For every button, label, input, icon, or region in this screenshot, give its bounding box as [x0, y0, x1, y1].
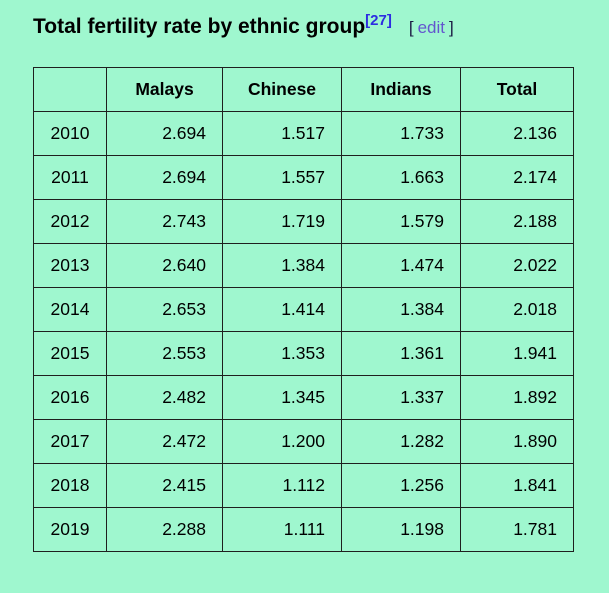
- column-header-chinese: Chinese: [222, 67, 342, 113]
- edit-close-bracket: ]: [449, 18, 454, 37]
- value-cell: 1.384: [341, 287, 461, 333]
- edit-link[interactable]: edit: [417, 18, 445, 37]
- value-cell: 2.653: [106, 287, 223, 333]
- value-cell: 1.733: [341, 111, 461, 157]
- value-cell: 1.781: [460, 507, 574, 553]
- page-title: Total fertility rate by ethnic group: [33, 15, 366, 38]
- section-edit: [edit]: [409, 18, 454, 37]
- value-cell: 2.174: [460, 155, 574, 201]
- value-cell: 2.482: [106, 375, 223, 421]
- table-row: 2014 2.653 1.414 1.384 2.018: [33, 287, 574, 333]
- corner-cell: [33, 67, 107, 113]
- table-row: 2015 2.553 1.353 1.361 1.941: [33, 331, 574, 377]
- value-cell: 2.472: [106, 419, 223, 465]
- value-cell: 2.022: [460, 243, 574, 289]
- value-cell: 2.288: [106, 507, 223, 553]
- value-cell: 1.474: [341, 243, 461, 289]
- year-cell: 2013: [33, 243, 107, 289]
- value-cell: 1.198: [341, 507, 461, 553]
- table-row: 2018 2.415 1.112 1.256 1.841: [33, 463, 574, 509]
- value-cell: 1.892: [460, 375, 574, 421]
- year-cell: 2017: [33, 419, 107, 465]
- value-cell: 2.018: [460, 287, 574, 333]
- year-cell: 2014: [33, 287, 107, 333]
- value-cell: 1.337: [341, 375, 461, 421]
- table-row: 2011 2.694 1.557 1.663 2.174: [33, 155, 574, 201]
- value-cell: 1.345: [222, 375, 342, 421]
- column-header-indians: Indians: [341, 67, 461, 113]
- value-cell: 1.719: [222, 199, 342, 245]
- year-cell: 2010: [33, 111, 107, 157]
- table-header-row: Malays Chinese Indians Total: [33, 67, 574, 113]
- citation-link[interactable]: [27]: [365, 12, 392, 29]
- value-cell: 1.663: [341, 155, 461, 201]
- year-cell: 2012: [33, 199, 107, 245]
- table-row: 2012 2.743 1.719 1.579 2.188: [33, 199, 574, 245]
- value-cell: 1.557: [222, 155, 342, 201]
- column-header-malays: Malays: [106, 67, 223, 113]
- value-cell: 1.112: [222, 463, 342, 509]
- value-cell: 1.361: [341, 331, 461, 377]
- table-row: 2010 2.694 1.517 1.733 2.136: [33, 111, 574, 157]
- column-header-total: Total: [460, 67, 574, 113]
- value-cell: 2.136: [460, 111, 574, 157]
- table-row: 2013 2.640 1.384 1.474 2.022: [33, 243, 574, 289]
- table-row: 2019 2.288 1.111 1.198 1.781: [33, 507, 574, 553]
- table-row: 2017 2.472 1.200 1.282 1.890: [33, 419, 574, 465]
- value-cell: 2.188: [460, 199, 574, 245]
- value-cell: 1.890: [460, 419, 574, 465]
- value-cell: 1.353: [222, 331, 342, 377]
- value-cell: 2.415: [106, 463, 223, 509]
- year-cell: 2015: [33, 331, 107, 377]
- value-cell: 1.414: [222, 287, 342, 333]
- value-cell: 1.841: [460, 463, 574, 509]
- value-cell: 1.200: [222, 419, 342, 465]
- value-cell: 1.256: [341, 463, 461, 509]
- value-cell: 1.517: [222, 111, 342, 157]
- value-cell: 2.694: [106, 111, 223, 157]
- section-heading: Total fertility rate by ethnic group[27]…: [33, 13, 609, 40]
- edit-open-bracket: [: [408, 18, 414, 37]
- value-cell: 1.941: [460, 331, 574, 377]
- value-cell: 1.111: [222, 507, 342, 553]
- year-cell: 2011: [33, 155, 107, 201]
- year-cell: 2019: [33, 507, 107, 553]
- value-cell: 1.384: [222, 243, 342, 289]
- value-cell: 2.694: [106, 155, 223, 201]
- value-cell: 2.743: [106, 199, 223, 245]
- fertility-rate-table: Malays Chinese Indians Total 2010 2.694 …: [33, 67, 574, 553]
- value-cell: 2.553: [106, 331, 223, 377]
- year-cell: 2018: [33, 463, 107, 509]
- table-row: 2016 2.482 1.345 1.337 1.892: [33, 375, 574, 421]
- value-cell: 1.282: [341, 419, 461, 465]
- value-cell: 2.640: [106, 243, 223, 289]
- article-section: Total fertility rate by ethnic group[27]…: [33, 13, 609, 553]
- value-cell: 1.579: [341, 199, 461, 245]
- year-cell: 2016: [33, 375, 107, 421]
